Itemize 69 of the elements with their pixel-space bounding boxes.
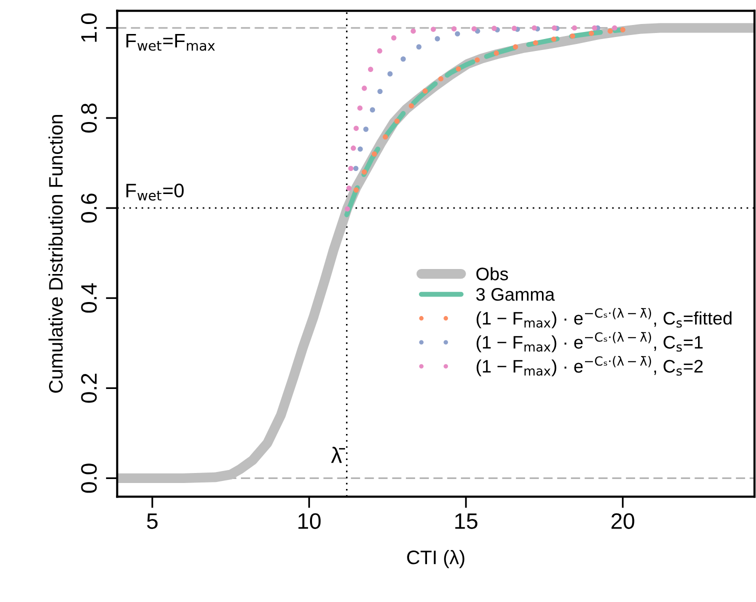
point — [472, 26, 477, 32]
point — [387, 71, 393, 76]
legend-label: (1 − F$_{max}$) · e$^{−Cₛ·(λ−λ̄)}$, C$_{s}$=2 — [476, 356, 703, 376]
x-tick-label: 15 — [455, 513, 478, 529]
point — [456, 66, 462, 72]
point — [377, 48, 382, 54]
point — [394, 118, 400, 124]
point — [532, 25, 537, 31]
legend-label: Obs — [476, 267, 508, 280]
point — [434, 36, 440, 42]
point — [570, 33, 576, 39]
y-tick-label: 0.4 — [81, 283, 97, 313]
point — [382, 134, 388, 140]
point — [354, 126, 359, 131]
point — [353, 166, 358, 172]
legend-label: 3 Gamma — [476, 288, 555, 301]
point — [391, 35, 396, 40]
point — [377, 88, 383, 94]
point — [620, 27, 626, 32]
point — [358, 146, 363, 152]
point — [494, 50, 499, 56]
y-tick-label: 0.6 — [81, 194, 97, 223]
point — [451, 26, 457, 32]
point — [512, 26, 517, 31]
ref-line-label: λ̄ — [331, 446, 346, 463]
point — [592, 25, 598, 31]
point — [552, 25, 557, 31]
point — [430, 26, 436, 32]
point — [438, 76, 444, 82]
point — [372, 151, 377, 157]
point — [346, 186, 352, 191]
y-tick-label: 1.0 — [81, 13, 97, 42]
point — [357, 105, 363, 111]
point — [354, 187, 359, 193]
point — [608, 28, 613, 34]
annotation: F$_{wet}$=0 — [126, 184, 184, 201]
point — [408, 103, 414, 108]
y-axis-title: Cumulative Distribution Function — [48, 115, 63, 393]
x-tick-label: 10 — [298, 513, 321, 529]
point — [532, 40, 538, 46]
point — [416, 44, 422, 50]
point — [363, 126, 368, 132]
point — [588, 30, 594, 36]
annotation: F$_{wet}$=F$_{max}$ — [126, 34, 215, 51]
legend-label: (1 − F$_{max}$) · e$^{−Cₛ·(λ−λ̄)}$, C$_{s}$=1 — [476, 332, 703, 352]
point — [362, 169, 367, 175]
point — [362, 86, 367, 91]
point — [474, 57, 480, 63]
point — [512, 44, 518, 50]
x-axis-title: CTI (λ) — [407, 550, 464, 568]
point — [350, 146, 356, 151]
point — [400, 56, 406, 62]
point — [368, 66, 374, 72]
point — [551, 36, 556, 42]
y-tick-label: 0.2 — [81, 374, 97, 403]
x-tick-label: 20 — [612, 513, 634, 529]
y-tick-label: 0.8 — [81, 104, 97, 133]
point — [344, 206, 350, 212]
point — [492, 26, 497, 31]
point — [370, 107, 376, 112]
y-tick-label: 0.0 — [81, 464, 97, 493]
point — [422, 88, 428, 94]
point — [612, 25, 618, 31]
point — [572, 25, 578, 31]
point — [454, 31, 460, 36]
x-tick-label: 5 — [147, 513, 158, 529]
legend-label: (1 − F$_{max}$) · e$^{−Cₛ·(λ−λ̄)}$, C$_{s}$=fitted — [476, 308, 732, 328]
point — [348, 166, 354, 172]
point — [410, 28, 416, 34]
